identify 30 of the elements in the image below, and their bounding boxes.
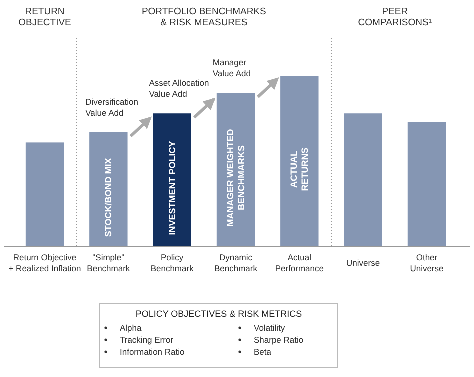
annotation: MANAGER WEIGHTED BENCHMARKS [226, 128, 246, 227]
x-tick-label: "Simple" Benchmark [87, 252, 131, 274]
bar [153, 114, 192, 247]
text: Information Ratio [120, 347, 185, 357]
annotation: STOCK/BOND MIX [104, 158, 114, 238]
annotation: ACTUAL RETURNS [289, 148, 310, 192]
text: Alpha [120, 323, 142, 333]
bar [26, 142, 64, 247]
x-tick-label: Universe [346, 258, 380, 268]
x-tick-label: Return Objective + Realized Inflation [8, 252, 82, 274]
bar [280, 76, 319, 247]
bar [344, 114, 382, 247]
text: PORTFOLIO BENCHMARKS & RISK MEASURES [142, 6, 266, 28]
annotation: Asset Allocation Value Add [149, 78, 210, 100]
x-tick-label: Policy Benchmark [150, 252, 195, 274]
text: PEER COMPARISONS¹ [358, 6, 432, 28]
x-tick-label: Dynamic Benchmark [214, 252, 258, 274]
text: Volatility [254, 323, 286, 333]
annotation: INVESTMENT POLICY [167, 141, 178, 236]
annotation: Diversification Value Add [86, 96, 139, 118]
x-tick-label: Actual Performance [275, 252, 324, 274]
text: RETURN OBJECTIVE [18, 6, 72, 28]
text: Beta [254, 347, 272, 357]
annotation: Manager Value Add [212, 58, 252, 79]
bar [90, 132, 128, 247]
text: POLICY OBJECTIVES & RISK METRICS [136, 309, 302, 319]
x-tick-label: Other Universe [410, 252, 444, 274]
bar [408, 122, 446, 247]
text: Sharpe Ratio [254, 335, 304, 345]
text: Tracking Error [120, 335, 174, 345]
